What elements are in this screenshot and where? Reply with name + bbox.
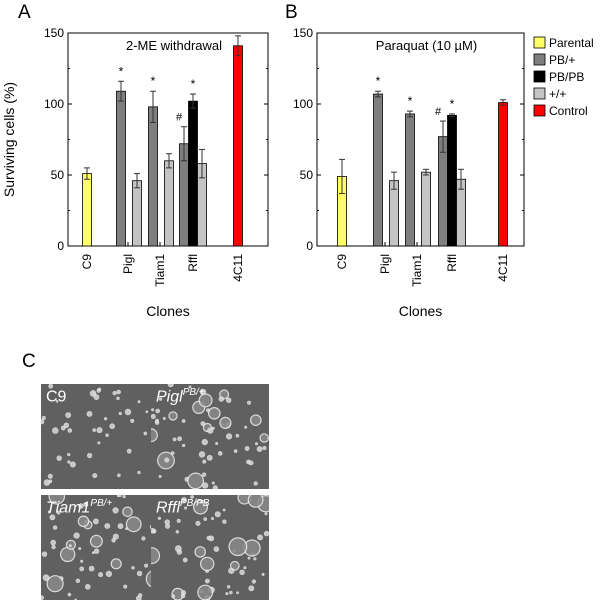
x-tick-label: Pigl bbox=[378, 254, 392, 274]
legend-swatch bbox=[533, 36, 546, 49]
chart-B: 0 50 100 150 C9 Pigl Tiam1 Rffl 4C11 Paraquat (10… bbox=[293, 26, 525, 319]
x-axis-label: Clones bbox=[146, 303, 190, 319]
legend-label: PB/PB bbox=[549, 70, 584, 84]
bar bbox=[116, 90, 126, 247]
significance-marker: * bbox=[408, 94, 413, 108]
y-tick-label: 50 bbox=[300, 168, 314, 182]
y-tick-label: 0 bbox=[306, 239, 313, 253]
y-axis-label: Surviving cells (%) bbox=[1, 82, 17, 197]
significance-marker: # bbox=[176, 112, 183, 124]
micrograph-genotype: PB/+ bbox=[182, 387, 205, 398]
legend-label: Parental bbox=[549, 36, 594, 50]
legend-swatch bbox=[533, 70, 546, 83]
micrograph-c9: C9 bbox=[41, 384, 159, 489]
micrograph-tiam1: Tiam1PB/+ bbox=[41, 495, 159, 600]
micrograph-gene: Pigl bbox=[156, 388, 183, 406]
significance-marker: * bbox=[151, 74, 156, 88]
bar bbox=[421, 171, 431, 247]
bar bbox=[447, 114, 457, 247]
micrograph-genotype: PB/PB bbox=[180, 498, 210, 509]
x-tick-label: 4C11 bbox=[231, 254, 245, 282]
legend-swatch bbox=[533, 104, 546, 117]
x-tick-label: Rffl bbox=[186, 254, 200, 272]
micrograph-image bbox=[41, 384, 159, 489]
micrograph-genotype: PB/+ bbox=[90, 498, 113, 509]
legend-swatch bbox=[533, 53, 546, 66]
y-tick-label: 0 bbox=[57, 239, 64, 253]
micrograph-label: PiglPB/+ bbox=[156, 387, 205, 406]
bar bbox=[132, 180, 142, 247]
significance-marker: # bbox=[435, 106, 442, 118]
significance-marker: * bbox=[450, 97, 455, 111]
bar bbox=[164, 160, 174, 247]
bar bbox=[233, 45, 243, 247]
chart-title: Paraquat (10 µM) bbox=[376, 38, 477, 53]
micrograph-pigl: PiglPB/+ bbox=[151, 384, 269, 489]
x-tick-label: Rffl bbox=[445, 254, 459, 272]
bar bbox=[82, 173, 92, 247]
legend-swatch bbox=[533, 87, 546, 100]
panel-letter-a: A bbox=[18, 2, 31, 23]
micrograph-rffl: RfflPB/PB bbox=[151, 495, 269, 600]
y-tick-label: 150 bbox=[44, 26, 64, 40]
x-tick-label: Tiam1 bbox=[153, 254, 167, 287]
bar bbox=[148, 106, 158, 247]
bar bbox=[188, 100, 198, 247]
y-tick-label: 150 bbox=[293, 26, 313, 40]
chart-A: 0 50 100 150 C9 Pigl Tiam1 Rffl 4C11 2-ME withdra… bbox=[1, 26, 269, 319]
x-tick-label: C9 bbox=[335, 254, 349, 270]
bar bbox=[389, 180, 399, 247]
x-tick-label: 4C11 bbox=[496, 254, 510, 282]
bar bbox=[498, 102, 508, 247]
panel-letter-c: C bbox=[22, 351, 36, 372]
micrograph-image bbox=[151, 495, 269, 600]
micrograph-gene: Tiam1 bbox=[46, 499, 91, 517]
micrograph-image bbox=[151, 384, 269, 489]
panel-letter-b: B bbox=[285, 2, 298, 23]
bar bbox=[438, 136, 448, 247]
micrograph-gene: C9 bbox=[46, 388, 67, 406]
y-tick-label: 50 bbox=[51, 168, 65, 182]
significance-marker: * bbox=[191, 77, 196, 91]
chart-title: 2-ME withdrawal bbox=[126, 38, 222, 53]
x-tick-label: C9 bbox=[80, 254, 94, 270]
micrograph-label: RfflPB/PB bbox=[156, 498, 209, 517]
micrograph-gene: Rffl bbox=[156, 499, 180, 517]
y-tick-label: 100 bbox=[44, 97, 64, 111]
bar bbox=[373, 93, 383, 247]
legend-label: PB/+ bbox=[549, 53, 575, 67]
legend: Parental PB/+ PB/PB +/+ Control bbox=[533, 36, 594, 118]
legend-label: +/+ bbox=[549, 87, 566, 101]
plot-frame bbox=[316, 32, 525, 247]
significance-marker: * bbox=[376, 74, 381, 88]
bar bbox=[405, 113, 415, 247]
figure-canvas: 0 50 100 150 C9 Pigl Tiam1 Rffl 4C11 2-ME withdra… bbox=[1, 26, 594, 319]
x-tick-label: Tiam1 bbox=[410, 254, 424, 287]
legend-label: Control bbox=[549, 104, 588, 118]
y-tick-label: 100 bbox=[293, 97, 313, 111]
x-tick-label: Pigl bbox=[121, 254, 135, 274]
micrograph-image bbox=[41, 495, 159, 600]
micrograph-label: Tiam1PB/+ bbox=[46, 498, 112, 517]
x-axis-label: Clones bbox=[399, 303, 443, 319]
significance-marker: * bbox=[119, 64, 124, 78]
micrograph-label: C9 bbox=[46, 387, 66, 406]
